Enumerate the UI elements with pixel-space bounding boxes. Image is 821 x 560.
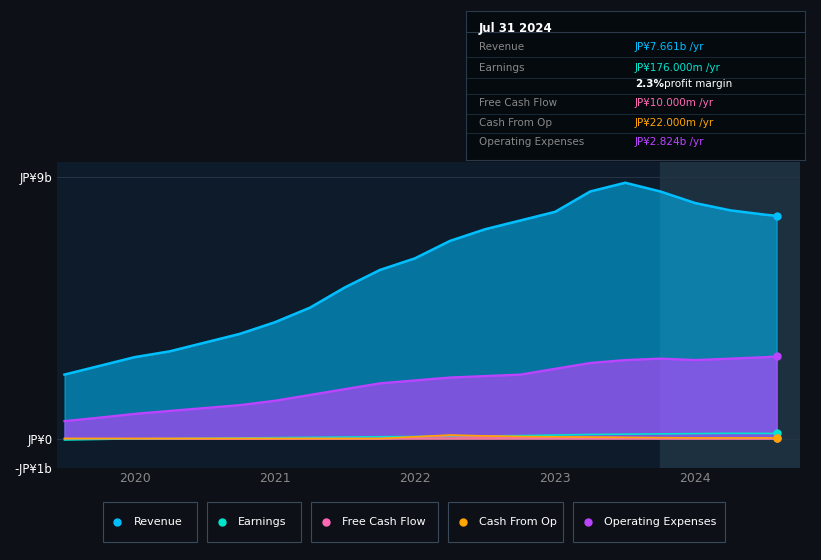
Text: 2.3%: 2.3% [635,79,664,89]
Text: Revenue: Revenue [134,517,182,527]
Text: JP¥10.000m /yr: JP¥10.000m /yr [635,98,714,108]
Text: JP¥7.661b /yr: JP¥7.661b /yr [635,42,704,52]
FancyBboxPatch shape [448,502,563,542]
Text: Free Cash Flow: Free Cash Flow [479,98,557,108]
Text: JP¥22.000m /yr: JP¥22.000m /yr [635,118,714,128]
FancyBboxPatch shape [573,502,725,542]
FancyBboxPatch shape [103,502,197,542]
Text: Operating Expenses: Operating Expenses [479,137,585,147]
Text: Free Cash Flow: Free Cash Flow [342,517,426,527]
Text: Jul 31 2024: Jul 31 2024 [479,22,553,35]
Text: Earnings: Earnings [479,63,525,73]
Text: Cash From Op: Cash From Op [479,517,557,527]
Text: JP¥2.824b /yr: JP¥2.824b /yr [635,137,704,147]
Text: Cash From Op: Cash From Op [479,118,552,128]
Text: Operating Expenses: Operating Expenses [604,517,717,527]
FancyBboxPatch shape [311,502,438,542]
Text: Earnings: Earnings [238,517,287,527]
Text: Revenue: Revenue [479,42,524,52]
FancyBboxPatch shape [207,502,301,542]
Bar [660,162,800,468]
Text: JP¥176.000m /yr: JP¥176.000m /yr [635,63,721,73]
Text: profit margin: profit margin [664,79,732,89]
